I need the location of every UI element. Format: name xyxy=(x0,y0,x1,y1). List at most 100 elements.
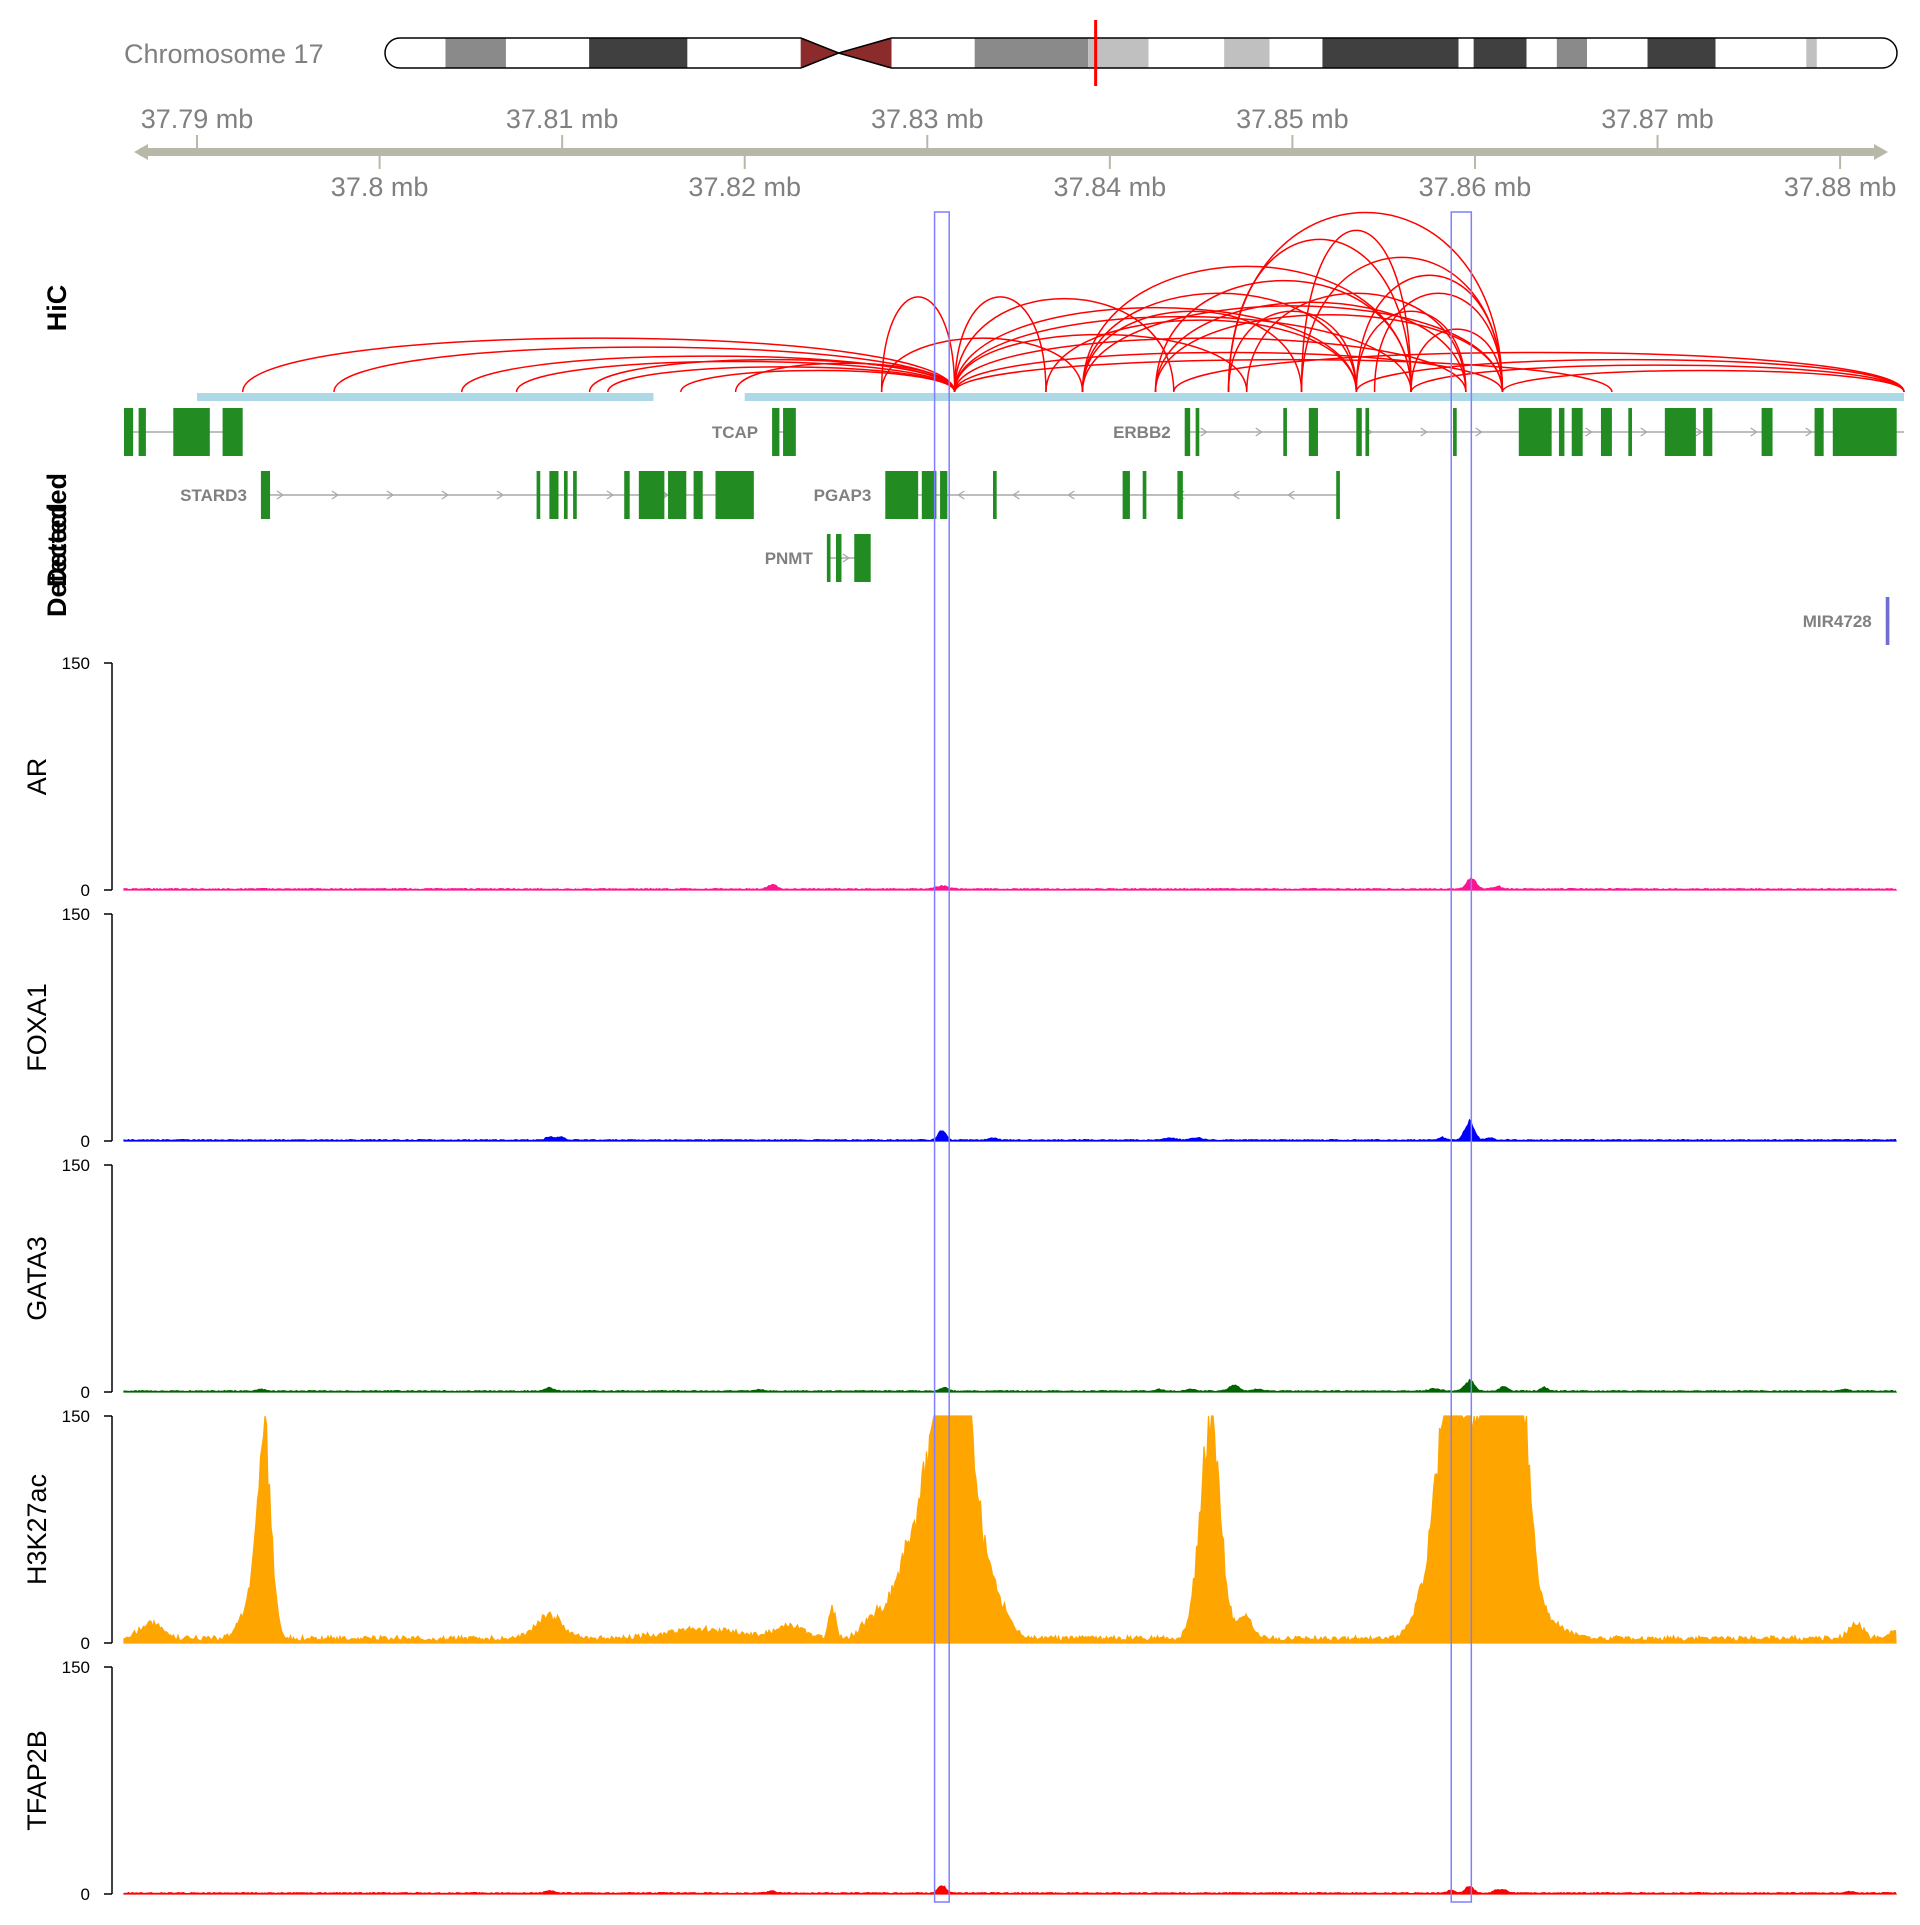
gene-strand-arrow xyxy=(842,553,851,563)
hic-interaction-arc xyxy=(1355,310,1467,393)
hic-interaction-arc xyxy=(1045,319,1358,393)
gene-exon xyxy=(1453,408,1457,456)
gene-model: PGAP3 xyxy=(814,471,1340,519)
gene-exon xyxy=(1558,408,1565,456)
ideogram-band xyxy=(1806,38,1817,68)
hic-interaction-arc xyxy=(1355,358,1905,393)
gene-strand-arrow xyxy=(1255,427,1263,437)
highlight-region-box xyxy=(933,211,950,1903)
hic-interaction-arc xyxy=(1154,314,1504,393)
signal-y-tick-label-min: 0 xyxy=(81,1634,90,1653)
hic-interaction-arc xyxy=(588,358,956,393)
hic-interaction-arc xyxy=(1246,292,1467,393)
ideogram-band xyxy=(1088,38,1149,68)
top-axis-tick-label: 37.87 mb xyxy=(1601,104,1714,134)
gene-exon xyxy=(826,534,831,582)
ideogram-band xyxy=(1269,38,1323,68)
signal-track-title: AR xyxy=(22,758,52,796)
bottom-axis-tick-label: 37.88 mb xyxy=(1784,172,1897,202)
signal-track: 150 0 AR xyxy=(22,654,1898,900)
gene-exon xyxy=(1356,408,1362,456)
gene-exon xyxy=(1885,597,1890,645)
signal-track-title: FOXA1 xyxy=(22,983,52,1072)
gene-strand-arrow xyxy=(496,490,505,500)
signal-area xyxy=(123,876,1898,891)
top-axis-tick-label: 37.81 mb xyxy=(506,104,619,134)
gene-exon xyxy=(1177,471,1183,519)
ideogram-band xyxy=(1148,38,1225,68)
gene-exon xyxy=(885,471,919,519)
signal-track-title: TFAP2B xyxy=(22,1730,52,1831)
gene-exon xyxy=(772,408,780,456)
gene-exon xyxy=(536,471,541,519)
hic-interaction-arc xyxy=(241,337,956,393)
signal-area xyxy=(123,1885,1897,1895)
hic-interaction-arc xyxy=(1172,351,1905,393)
hic-track: HiC xyxy=(42,211,1905,401)
hic-interaction-arc xyxy=(1081,310,1303,393)
ideogram-band xyxy=(891,38,975,68)
gene-strand-arrow xyxy=(1750,427,1758,437)
ideogram-band xyxy=(1556,38,1588,68)
gene-strand-arrow xyxy=(1012,490,1020,500)
hic-interaction-arc xyxy=(953,358,1613,393)
gene-exon xyxy=(563,471,568,519)
gene-exon xyxy=(573,471,577,519)
gene-exon xyxy=(1628,408,1632,456)
gene-exon xyxy=(124,408,134,456)
gene-exon xyxy=(1195,408,1200,456)
hic-interaction-arc xyxy=(1410,328,1504,393)
gene-strand-arrow xyxy=(1805,427,1813,437)
ideogram-band xyxy=(687,38,801,68)
ideogram-band xyxy=(1458,38,1474,68)
gene-exon xyxy=(1703,408,1713,456)
signal-track-title: GATA3 xyxy=(22,1236,52,1321)
signal-tracks: 150 0 AR 150 0 FOXA1 150 0 GATA3 150 0 H3K27ac 150 0 T… xyxy=(22,654,1898,1904)
hic-interaction-arc xyxy=(680,369,956,393)
hic-anchor-region xyxy=(197,393,654,401)
hic-interaction-arc xyxy=(1227,211,1504,393)
signal-y-tick-label-min: 0 xyxy=(81,1885,90,1904)
gene-track-title: Detected xyxy=(42,473,72,587)
signal-y-tick-label-max: 150 xyxy=(62,905,90,924)
ideogram-band xyxy=(1322,38,1459,68)
gene-exon xyxy=(1518,408,1552,456)
gene-exon xyxy=(1184,408,1191,456)
gene-strand-arrow xyxy=(331,490,340,500)
hic-interaction-arc xyxy=(1355,274,1504,393)
signal-y-tick-label-max: 150 xyxy=(62,1658,90,1677)
hic-interaction-arc xyxy=(1501,369,1905,393)
gene-exon xyxy=(1122,471,1130,519)
hic-interaction-arc xyxy=(1154,279,1412,393)
bottom-axis-tick-label: 37.8 mb xyxy=(331,172,429,202)
genome-axis: 37.79 mb 37.81 mb 37.83 mb 37.85 mb 37.87 mb… xyxy=(134,104,1896,202)
gene-exon xyxy=(1814,408,1824,456)
signal-y-tick-label-max: 150 xyxy=(62,654,90,673)
gene-track-title-overlap: Detected xyxy=(42,503,72,617)
hic-interaction-arc xyxy=(734,362,956,393)
hic-interaction-arc xyxy=(515,360,956,393)
ideogram-band xyxy=(1526,38,1557,68)
ideogram-band xyxy=(589,38,688,68)
hic-interaction-arc xyxy=(953,306,1358,393)
signal-y-tick-label-min: 0 xyxy=(81,1383,90,1402)
gene-exon xyxy=(921,471,937,519)
ideogram-band xyxy=(1816,38,1897,68)
signal-track: 150 0 H3K27ac xyxy=(22,1407,1897,1653)
gene-strand-arrow xyxy=(1287,490,1295,500)
hic-interaction-arc xyxy=(1410,364,1905,393)
bottom-axis-tick-label: 37.82 mb xyxy=(688,172,801,202)
gene-exon xyxy=(222,408,243,456)
gene-exon xyxy=(549,471,559,519)
gene-exon xyxy=(1308,408,1318,456)
ideogram-band xyxy=(505,38,590,68)
hic-interaction-arc xyxy=(953,297,1175,393)
signal-area xyxy=(123,1378,1898,1393)
hic-interaction-arc xyxy=(1300,256,1504,393)
top-axis-tick-label: 37.83 mb xyxy=(871,104,984,134)
centromere-notch-bottom xyxy=(800,53,892,69)
hic-interaction-arc xyxy=(1227,310,1358,393)
bottom-axis-tick-label: 37.86 mb xyxy=(1419,172,1532,202)
gene-exon xyxy=(260,471,271,519)
